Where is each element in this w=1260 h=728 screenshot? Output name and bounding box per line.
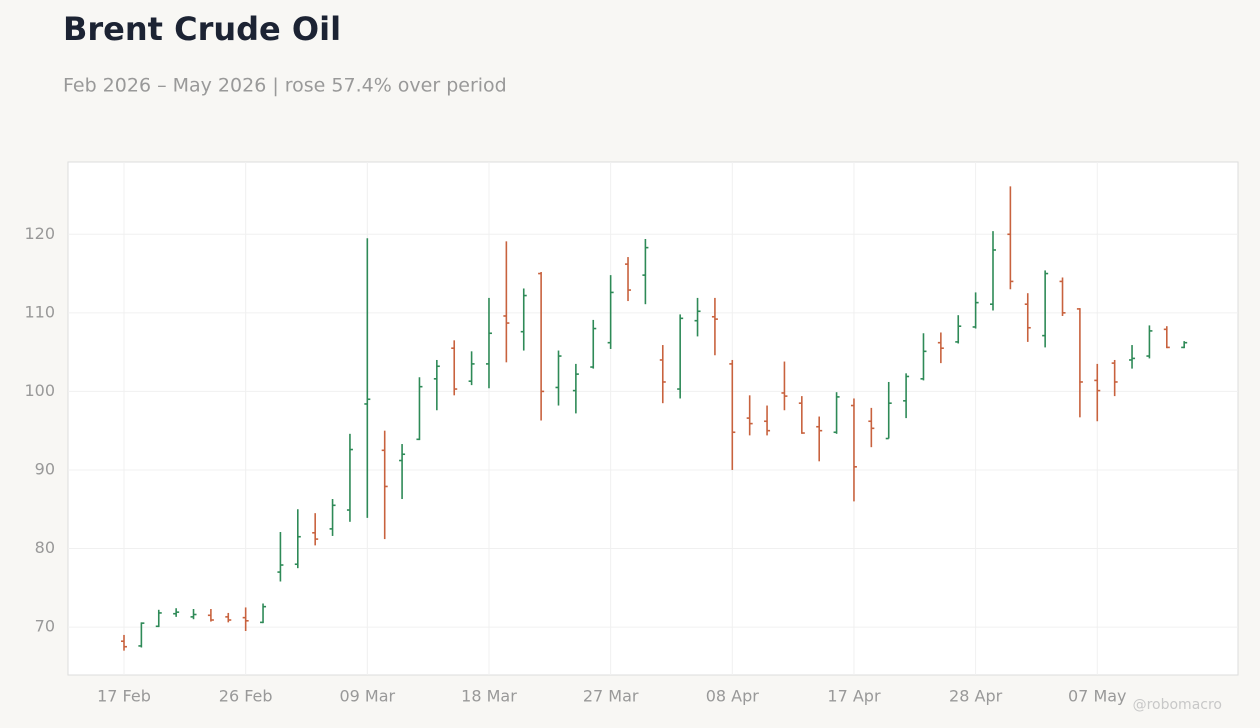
chart-title: Brent Crude Oil <box>63 10 341 48</box>
x-tick-label: 17 Feb <box>97 687 151 706</box>
y-tick-label: 80 <box>35 538 55 557</box>
y-tick-label: 90 <box>35 459 55 478</box>
x-tick-label: 08 Apr <box>706 687 760 706</box>
x-tick-label: 07 May <box>1068 687 1127 706</box>
credit: @robomacro <box>1133 697 1222 713</box>
plot-area <box>67 161 1239 676</box>
y-tick-label: 120 <box>24 224 55 243</box>
x-tick-label: 17 Apr <box>827 687 881 706</box>
y-tick-label: 110 <box>24 302 55 321</box>
y-tick-label: 70 <box>35 617 55 636</box>
x-tick-label: 09 Mar <box>339 687 395 706</box>
chart-subtitle: Feb 2026 – May 2026 | rose 57.4% over pe… <box>63 75 507 97</box>
y-tick-label: 100 <box>24 381 55 400</box>
x-tick-label: 28 Apr <box>949 687 1003 706</box>
x-tick-label: 26 Feb <box>219 687 273 706</box>
x-tick-label: 18 Mar <box>461 687 517 706</box>
x-tick-label: 27 Mar <box>583 687 639 706</box>
